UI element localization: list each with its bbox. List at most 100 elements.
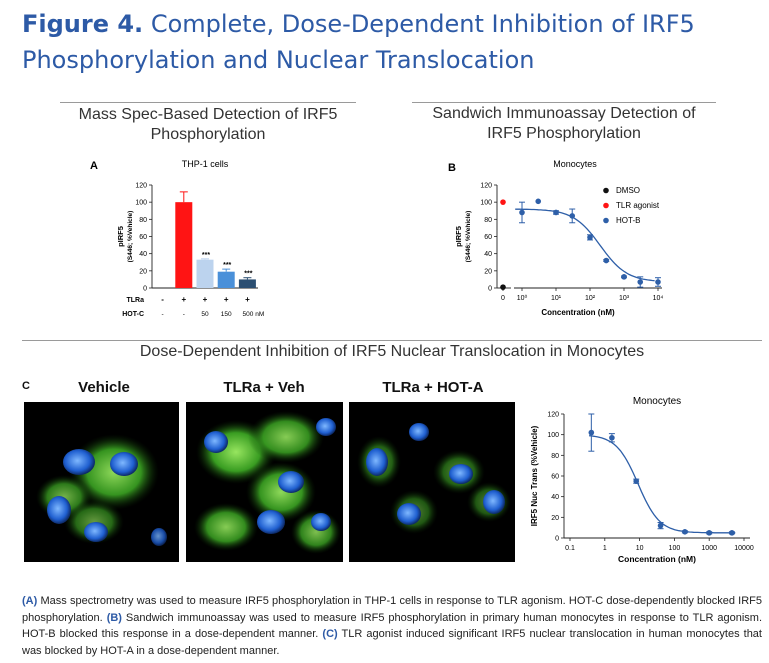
chart-b-ytick-label: 20 <box>484 268 492 275</box>
figure-label: Figure 4. <box>22 10 144 38</box>
caption-b-text: Sandwich immunoassay was used to measure… <box>22 611 762 641</box>
caption-c-label: (C) <box>322 628 338 640</box>
micrograph-tlra-hot-a <box>349 402 515 562</box>
chart-a-title: THP-1 cells <box>182 159 229 169</box>
chart-c-xtick-label: 1000 <box>701 545 717 552</box>
chart-a-ytick-label: 20 <box>139 268 147 275</box>
chart-c-data-point <box>657 522 664 529</box>
chart-b-xtick-label: 10² <box>585 295 596 302</box>
chart-b-ylabel-line2: (S446; %Vehicle) <box>465 211 472 263</box>
chart-a-significance: *** <box>223 262 231 269</box>
chart-c-ylabel: IRF5 Nuc Trans (%Vehicle) <box>530 425 539 526</box>
chart-b: B Monocytes 0 20 40 60 80 100 120 pIRF5 (S446; %Ve… <box>448 159 664 317</box>
chart-c-ytick-label: 20 <box>551 515 559 522</box>
chart-a-hotc-value: 150 <box>221 311 232 318</box>
micrograph-tlra-veh-image <box>194 411 341 554</box>
chart-a-significance: *** <box>202 252 210 259</box>
chart-b-control-point <box>500 284 506 290</box>
chart-b-ytick-label: 0 <box>488 286 492 293</box>
chart-a-tlra-value: + <box>224 295 229 304</box>
chart-b-fit-curve <box>515 208 655 282</box>
panel-c-letter: C <box>22 380 30 392</box>
chart-b-legend-marker <box>603 187 609 194</box>
section-b-title: Sandwich Immunoassay Detection of IRF5 P… <box>405 104 723 144</box>
section-c-rule <box>22 340 762 341</box>
caption-a-text: Mass spectrometry was used to measure IR… <box>22 595 762 624</box>
image-title-tlra-hot-a: TLRa + HOT-A <box>382 379 484 396</box>
chart-c-xtick-label: 10 <box>636 545 644 552</box>
chart-b-control-point <box>500 199 506 205</box>
micrograph-tlra-veh <box>186 402 343 562</box>
chart-c-xlabel: Concentration (nM) <box>618 554 696 564</box>
chart-a-ytick-label: 0 <box>143 286 147 293</box>
chart-a-bar <box>238 279 256 288</box>
chart-a-tlra-value: + <box>181 295 186 304</box>
chart-b-data-point <box>637 279 644 285</box>
section-a-title-line1: Mass Spec-Based Detection of IRF5 <box>78 106 338 123</box>
chart-c-ytick-label: 60 <box>551 474 559 481</box>
chart-b-legend-label: HOT-B <box>616 216 640 225</box>
chart-c-data-point <box>729 530 735 536</box>
chart-c-data-point <box>682 529 688 535</box>
chart-b-data-point <box>587 234 593 241</box>
figure-title-text: Complete, Dose-Dependent Inhibition of I… <box>22 10 695 74</box>
chart-c-xtick-label: 100 <box>669 545 681 552</box>
chart-c-ytick-label: 120 <box>547 412 559 419</box>
caption-c-text: TLR agonist induced significant IRF5 nuc… <box>22 628 762 657</box>
chart-a-ytick-label: 120 <box>135 183 147 190</box>
micrograph-vehicle-image <box>36 434 167 546</box>
chart-a-significance: *** <box>244 271 252 278</box>
chart-b-data-point <box>569 213 576 219</box>
figure-title: Figure 4. Complete, Dose-Dependent Inhib… <box>22 6 762 78</box>
figure-caption: (A) Mass spectrometry was used to measur… <box>22 593 762 659</box>
chart-c: Monocytes 0 20 40 60 80 100 120 IRF5 Nuc Trans (… <box>530 396 754 564</box>
section-b-rule <box>412 102 716 103</box>
chart-b-ytick-label: 40 <box>484 251 492 258</box>
chart-a-row-label-tlra: TLRa <box>127 297 145 304</box>
chart-a-tlra-value: + <box>245 295 250 304</box>
chart-b-data-point <box>553 209 559 216</box>
chart-b-xtick-label: 10⁴ <box>653 295 664 302</box>
chart-b-ytick-label: 120 <box>480 183 492 190</box>
chart-c-xtick-label: 0.1 <box>565 545 575 552</box>
caption-a-label: (A) <box>22 595 38 607</box>
chart-a-row-label-hotc: HOT-C <box>122 311 144 318</box>
section-a-rule <box>60 102 356 103</box>
chart-b-legend-marker <box>603 202 609 209</box>
chart-b-ytick-label: 100 <box>480 200 492 207</box>
chart-a-ytick-label: 40 <box>139 251 147 258</box>
chart-c-xtick-label: 10000 <box>734 545 754 552</box>
chart-c-title: Monocytes <box>633 396 681 407</box>
chart-a-hotc-value: 50 <box>201 311 209 318</box>
chart-b-title: Monocytes <box>553 159 597 169</box>
chart-b-xtick-label: 10³ <box>619 295 630 302</box>
chart-b-legend-label: TLR agonist <box>616 201 660 210</box>
chart-b-legend-marker <box>603 217 609 224</box>
chart-a: A THP-1 cells 0 20 40 60 80 100 120 pIRF5 (S446; %… <box>90 159 265 318</box>
chart-b-data-point <box>621 274 627 280</box>
section-a-title-line2: Phosphorylation <box>150 126 266 143</box>
chart-a-hotc-value: 500 nM <box>243 311 265 318</box>
chart-c-xtick-label: 1 <box>603 545 607 552</box>
section-a-title: Mass Spec-Based Detection of IRF5 Phosph… <box>50 105 366 145</box>
chart-a-ytick-label: 100 <box>135 200 147 207</box>
chart-c-data-point <box>588 429 595 436</box>
chart-b-data-point <box>519 209 525 216</box>
chart-c-data-point <box>633 478 640 484</box>
chart-c-ytick-label: 80 <box>551 453 559 460</box>
chart-c-data-point <box>609 434 615 441</box>
section-b-title-line1: Sandwich Immunoassay Detection of <box>432 105 696 122</box>
chart-a-ytick-label: 80 <box>139 217 147 224</box>
chart-b-xtick-label: 10¹ <box>551 295 562 302</box>
panel-a-letter: A <box>90 160 98 172</box>
chart-a-tlra-value: - <box>161 295 164 304</box>
chart-b-xtick-label: 10⁰ <box>517 294 528 302</box>
chart-b-ytick-label: 60 <box>484 234 492 241</box>
chart-c-data-point <box>706 530 712 536</box>
panel-b-letter: B <box>448 162 456 174</box>
micrograph-tlra-hot-a-image <box>357 423 511 534</box>
caption-b-label: (B) <box>106 611 122 624</box>
section-c-title: Dose-Dependent Inhibition of IRF5 Nuclea… <box>139 343 645 360</box>
chart-a-ytick-label: 60 <box>139 234 147 241</box>
chart-c-ytick-label: 0 <box>555 536 559 543</box>
